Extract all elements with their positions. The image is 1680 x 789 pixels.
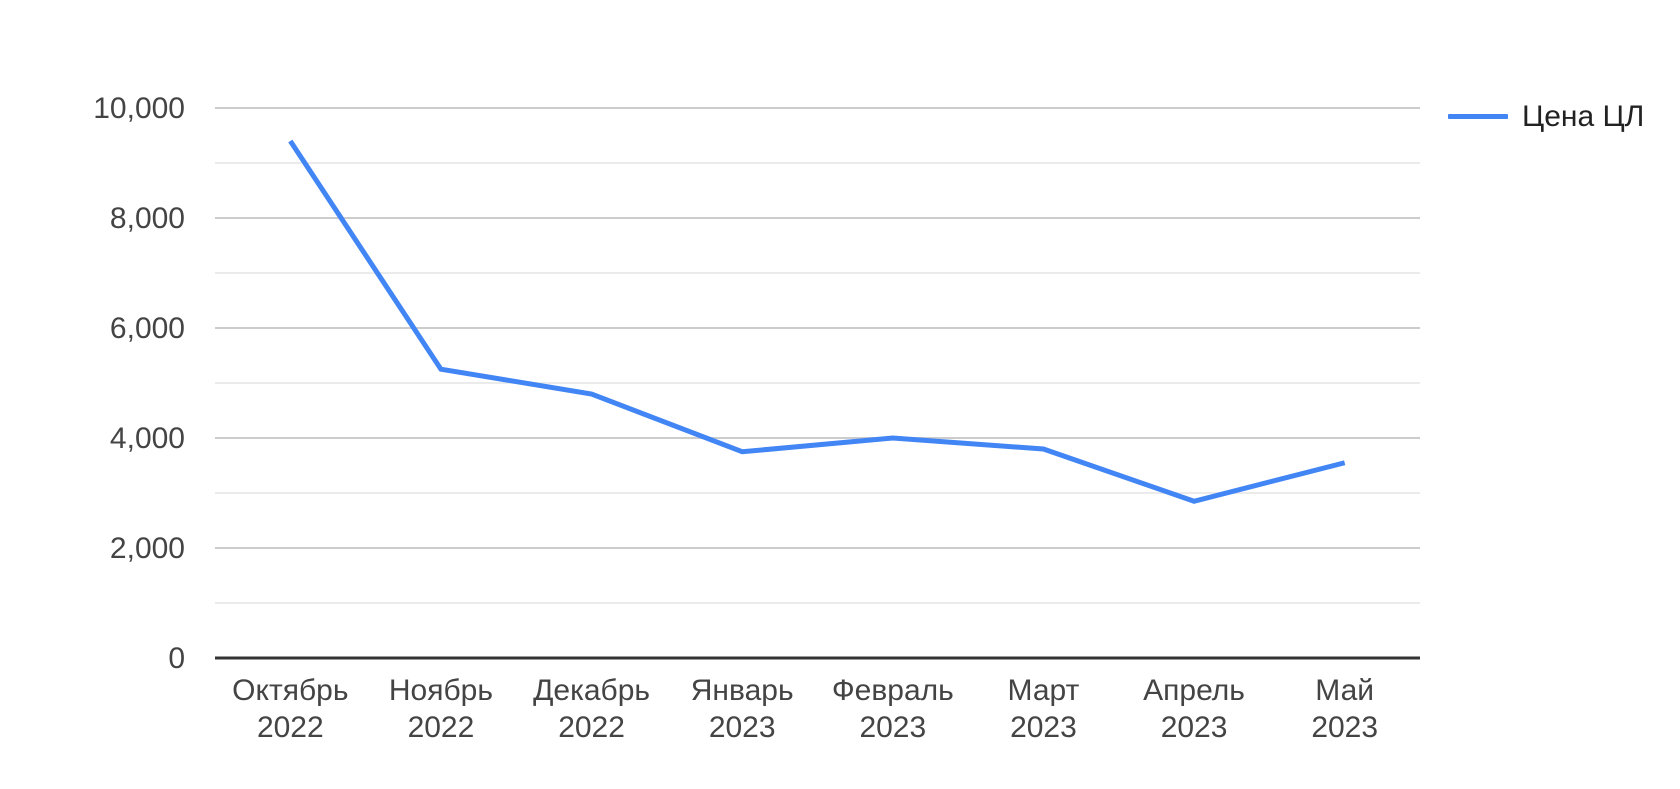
x-tick-label-year: 2023 — [1010, 711, 1077, 744]
x-tick-label-month: Октябрь — [232, 674, 348, 707]
x-tick-label-year: 2022 — [408, 711, 475, 744]
x-tick-label-year: 2023 — [859, 711, 926, 744]
x-tick-label-year: 2022 — [558, 711, 625, 744]
x-tick-label-year: 2023 — [1311, 711, 1378, 744]
y-tick-label: 4,000 — [110, 422, 185, 455]
legend-line-swatch — [1448, 114, 1508, 119]
y-tick-label: 0 — [168, 642, 185, 675]
legend: Цена ЦЛ — [1448, 96, 1644, 137]
x-tick-label-month: Апрель — [1143, 674, 1245, 707]
x-tick-label-month: Ноябрь — [389, 674, 493, 707]
x-tick-label-month: Январь — [691, 674, 794, 707]
x-tick-label-year: 2023 — [1161, 711, 1228, 744]
series-line[interactable] — [288, 139, 1346, 504]
y-tick-label: 8,000 — [110, 202, 185, 235]
y-tick-label: 6,000 — [110, 312, 185, 345]
y-tick-label: 10,000 — [93, 92, 185, 125]
x-tick-label-month: Март — [1008, 674, 1080, 707]
legend-series-label: Цена ЦЛ — [1522, 100, 1645, 133]
y-tick-label: 2,000 — [110, 532, 185, 565]
x-tick-label-month: Февраль — [832, 674, 954, 707]
x-tick-label-month: Декабрь — [533, 674, 650, 707]
x-tick-label-month: Май — [1315, 674, 1374, 707]
x-tick-label-year: 2022 — [257, 711, 324, 744]
x-tick-label-year: 2023 — [709, 711, 776, 744]
